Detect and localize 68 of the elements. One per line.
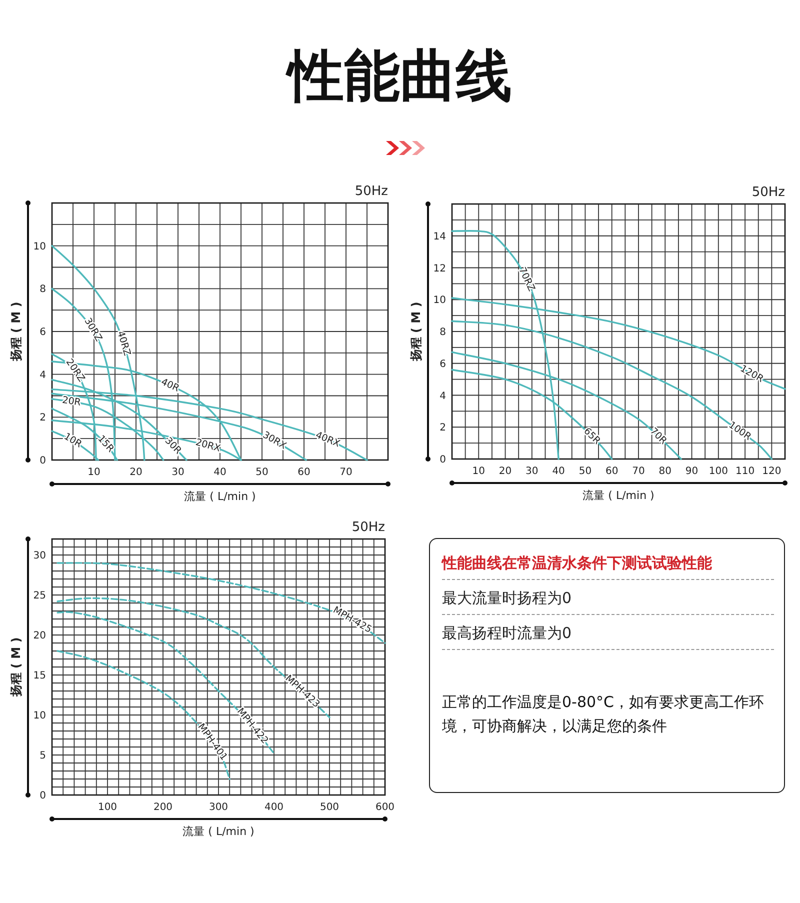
- y-tick-label: 30: [33, 550, 46, 562]
- y-tick-label: 10: [33, 710, 46, 722]
- y-tick-label: 6: [440, 358, 446, 370]
- x-tick-label: 60: [298, 467, 310, 478]
- y-tick-label: 2: [440, 422, 446, 434]
- x-tick-label: 20: [130, 467, 142, 478]
- x-tick-label: 40: [214, 467, 226, 478]
- y-tick-label: 2: [40, 412, 46, 424]
- text: 性能曲线在常温清水条件下测试试验性能: [442, 553, 774, 580]
- x-tick-label: 40: [552, 466, 565, 477]
- y-tick-label: 5: [40, 750, 46, 762]
- y-tick-label: 25: [33, 590, 46, 602]
- x-tick-label: 30: [172, 467, 184, 478]
- y-axis-title: 扬程 ( M ): [409, 302, 423, 362]
- y-tick-label: 0: [40, 790, 46, 802]
- y-tick-label: 0: [440, 454, 446, 466]
- x-tick-label: 600: [375, 802, 395, 813]
- text: 70RZ: [516, 266, 538, 294]
- line-series: [56, 562, 386, 644]
- y-tick-label: 4: [40, 370, 46, 381]
- x-tick-label: 80: [658, 466, 672, 477]
- x-tick-label: 400: [264, 802, 284, 813]
- y-axis-title: 扬程 ( M ): [9, 637, 23, 698]
- chart-subtitle: 50Hz: [354, 184, 388, 199]
- y-tick-label: 10: [433, 295, 446, 306]
- y-tick-label: 15: [33, 670, 46, 682]
- text: 40RZ: [114, 330, 133, 358]
- y-tick-label: 4: [440, 390, 446, 402]
- x-axis-title: 流量 ( L/min ): [182, 825, 254, 838]
- chart-title: 性能曲线: [285, 44, 512, 109]
- x-tick-label: 10: [472, 466, 486, 477]
- text: 20R: [61, 394, 82, 409]
- x-tick-label: 90: [685, 466, 698, 477]
- x-tick-label: 60: [605, 466, 618, 477]
- x-tick-label: 30: [526, 466, 538, 477]
- x-tick-label: 10: [88, 467, 100, 478]
- x-tick-label: 70: [632, 466, 645, 477]
- y-tick-label: 12: [433, 263, 446, 274]
- text: 正常的工作温度是0-80°C，如有要求更高工作环境，可协商解决，以满足您的条件: [442, 692, 766, 737]
- y-tick-label: 0: [40, 456, 46, 466]
- text: 40RX: [314, 430, 342, 450]
- text: 最高扬程时流量为0: [442, 615, 774, 650]
- y-axis-title: 扬程 ( M ): [9, 302, 23, 362]
- y-tick-label: 8: [440, 327, 446, 338]
- y-tick-label: 14: [433, 231, 446, 242]
- text: 20RX: [194, 437, 222, 455]
- text: 最大流量时扬程为0: [442, 580, 774, 615]
- x-tick-label: 300: [208, 802, 228, 813]
- y-tick-label: 20: [33, 630, 46, 642]
- x-axis-title: 流量 ( L/min ): [582, 489, 654, 502]
- y-tick-label: 10: [33, 241, 46, 252]
- x-axis-title: 流量 ( L/min ): [184, 490, 256, 503]
- x-tick-label: 120: [762, 466, 782, 477]
- chart-subtitle: 50Hz: [352, 520, 386, 535]
- chart-subtitle: 50Hz: [752, 185, 786, 200]
- text: 40R: [159, 376, 182, 395]
- x-tick-label: 100: [98, 802, 118, 813]
- x-tick-label: 50: [578, 466, 592, 477]
- x-tick-label: 200: [153, 802, 173, 813]
- x-tick-label: 20: [498, 466, 512, 477]
- x-tick-label: 110: [735, 466, 755, 477]
- x-tick-label: 100: [708, 466, 728, 477]
- text: 10R: [62, 431, 84, 450]
- x-tick-label: 70: [340, 467, 352, 478]
- y-tick-label: 8: [40, 284, 46, 296]
- x-tick-label: 50: [256, 467, 268, 478]
- y-tick-label: 6: [40, 327, 46, 338]
- x-tick-label: 500: [320, 802, 340, 813]
